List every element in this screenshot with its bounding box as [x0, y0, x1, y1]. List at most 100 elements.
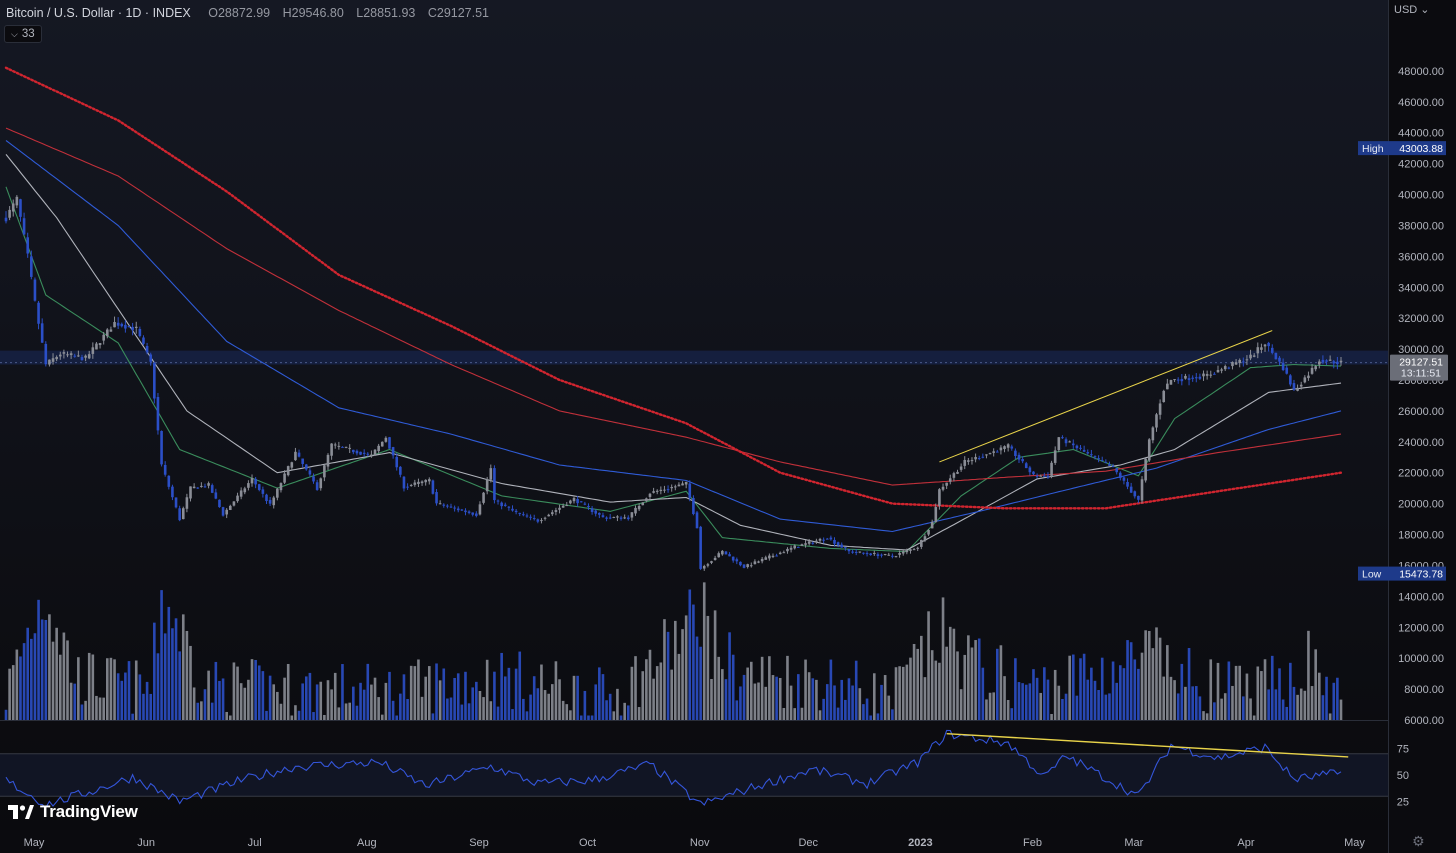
- volume-bar: [858, 688, 862, 720]
- volume-bar: [493, 671, 496, 720]
- candle-body: [670, 486, 673, 489]
- volume-bar: [692, 604, 695, 720]
- low-marker-value: 15473.78: [1399, 569, 1443, 581]
- candle-body: [174, 497, 178, 508]
- candle-body: [1299, 384, 1303, 387]
- candle-body: [1155, 414, 1158, 428]
- candle-body: [66, 354, 69, 356]
- volume-bar: [721, 669, 724, 720]
- candle-body: [330, 443, 333, 456]
- candle-body: [844, 546, 847, 548]
- candle-body: [815, 540, 818, 542]
- volume-bar: [695, 636, 699, 720]
- volume-bar: [905, 664, 909, 720]
- candle-body: [605, 517, 608, 519]
- volume-bar: [901, 666, 905, 720]
- price-tick-label: 42000.00: [1398, 159, 1444, 171]
- gear-icon[interactable]: ⚙: [1412, 833, 1425, 849]
- volume-bar: [1071, 654, 1075, 720]
- candle-body: [22, 218, 26, 235]
- volume-bar: [992, 692, 995, 720]
- volume-bar: [1242, 696, 1245, 720]
- candle-body: [1075, 445, 1079, 449]
- candle-body: [829, 537, 833, 540]
- volume-bar: [728, 632, 731, 720]
- candle-body: [409, 485, 413, 487]
- candle-body: [239, 490, 243, 497]
- volume-bar: [851, 685, 854, 720]
- volume-bar: [666, 631, 670, 720]
- candle-body: [149, 354, 153, 362]
- volume-bar: [315, 684, 319, 720]
- volume-bar: [1068, 655, 1071, 720]
- indicators-toggle-button[interactable]: ⌵ 33: [4, 25, 42, 43]
- candle-body: [1263, 344, 1267, 347]
- candle-body: [420, 481, 424, 484]
- volume-bar: [583, 690, 587, 720]
- volume-bar: [1325, 676, 1328, 720]
- candle-body: [663, 489, 666, 491]
- candle-body: [1187, 378, 1191, 381]
- volume-bar: [1017, 682, 1021, 720]
- last-price-box: [1390, 354, 1448, 381]
- volume-bar: [988, 692, 992, 720]
- candle-body: [1100, 460, 1104, 462]
- candle-body: [753, 561, 757, 565]
- volume-bar: [1173, 680, 1176, 720]
- rsi-tick-label: 25: [1397, 797, 1409, 809]
- volume-bar: [1151, 648, 1155, 720]
- candle-body: [1278, 357, 1281, 362]
- currency-dropdown[interactable]: USD ⌄: [1394, 3, 1430, 16]
- volume-bar: [963, 654, 967, 720]
- time-tick-label: Jun: [137, 837, 155, 849]
- candle-body: [243, 488, 247, 493]
- volume-bar: [1108, 693, 1111, 720]
- volume-bar: [438, 680, 442, 720]
- candle-body: [757, 561, 760, 563]
- volume-bar: [1097, 689, 1100, 720]
- candle-body: [124, 324, 127, 329]
- candle-body: [475, 513, 478, 516]
- candle-body: [218, 499, 221, 508]
- candle-body: [775, 555, 778, 557]
- volume-bar: [836, 707, 840, 720]
- chevron-down-icon: ⌵: [11, 29, 18, 39]
- volume-bar: [485, 659, 489, 720]
- candle-body: [909, 549, 912, 551]
- candle-body: [891, 555, 894, 557]
- volume-bar: [1166, 645, 1169, 720]
- candle-body: [916, 547, 920, 549]
- candle-body: [453, 507, 456, 509]
- time-tick-label: Nov: [690, 837, 710, 849]
- candle-body: [1270, 347, 1274, 353]
- candle-body: [728, 554, 731, 557]
- volume-bar: [1169, 676, 1173, 720]
- candle-body: [977, 458, 981, 460]
- open-label: O: [208, 6, 218, 20]
- candle-body: [1064, 439, 1068, 444]
- candle-body: [493, 468, 496, 501]
- volume-bar: [612, 711, 616, 720]
- volume-bar: [771, 675, 775, 720]
- tradingview-logo[interactable]: TradingView: [8, 802, 138, 822]
- candle-body: [862, 552, 865, 554]
- candle-body: [221, 507, 225, 516]
- volume-bar: [167, 606, 171, 720]
- chevron-down-icon: ⌄: [1417, 4, 1430, 16]
- volume-bar: [1014, 658, 1017, 720]
- volume-bar: [449, 697, 453, 720]
- candle-body: [192, 486, 196, 489]
- candle-body: [626, 517, 630, 520]
- time-tick-label: Mar: [1124, 837, 1143, 849]
- candle-body: [77, 355, 80, 357]
- candle-body: [1234, 362, 1238, 365]
- candle-body: [876, 554, 880, 556]
- volume-bar: [297, 710, 301, 720]
- candle-body: [869, 553, 872, 556]
- volume-bar: [178, 651, 181, 720]
- candle-body: [19, 199, 22, 217]
- volume-bar: [417, 659, 420, 720]
- volume-bar: [977, 638, 981, 720]
- candle-body: [1216, 370, 1220, 373]
